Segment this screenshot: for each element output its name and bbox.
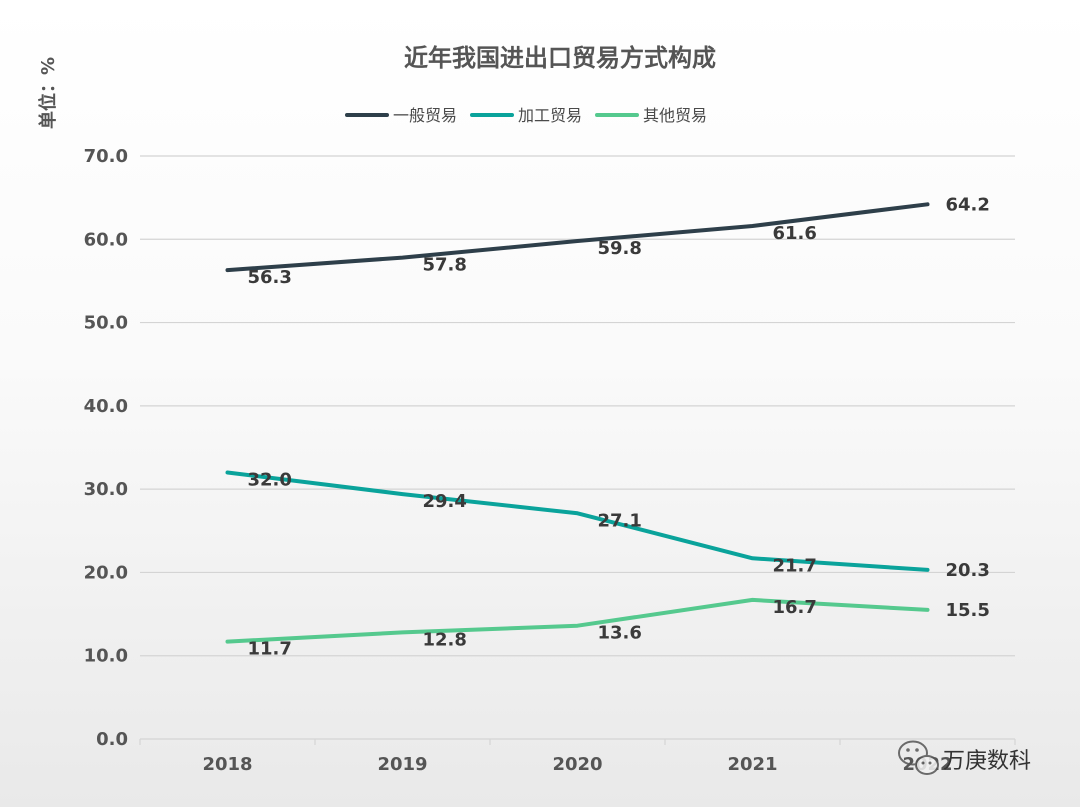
y-tick-label: 60.0	[84, 229, 128, 250]
series-line-0	[225, 202, 930, 273]
data-label: 27.1	[598, 510, 642, 531]
x-tick-label: 2021	[727, 754, 777, 775]
data-label: 20.3	[946, 560, 990, 581]
x-tick-label: 2019	[377, 754, 427, 775]
chart-title: 近年我国进出口贸易方式构成	[404, 44, 716, 72]
data-label: 61.6	[773, 223, 817, 244]
gridlines	[140, 155, 1015, 740]
data-label: 32.0	[248, 469, 292, 490]
series-line-2	[225, 597, 930, 644]
data-label: 56.3	[248, 267, 292, 288]
y-tick-label: 40.0	[84, 396, 128, 417]
y-tick-label: 0.0	[96, 729, 128, 750]
y-tick-label: 30.0	[84, 479, 128, 500]
x-axis-ticks: 20182019202020212022	[139, 739, 1016, 775]
y-tick-label: 20.0	[84, 562, 128, 583]
legend-entry-label: 一般贸易	[393, 106, 457, 125]
data-label: 29.4	[423, 491, 467, 512]
legend: 一般贸易 加工贸易 其他贸易	[345, 106, 707, 125]
data-label: 11.7	[248, 639, 292, 660]
series-lines	[225, 202, 930, 644]
x-tick-label: 2018	[202, 754, 252, 775]
legend-entry-label: 加工贸易	[518, 106, 582, 125]
legend-entry-label: 其他贸易	[643, 106, 707, 125]
wechat-icon	[898, 740, 939, 775]
watermark: 万庚数科	[898, 740, 1031, 775]
data-label: 13.6	[598, 623, 642, 644]
y-tick-label: 50.0	[84, 313, 128, 334]
data-label: 12.8	[423, 629, 467, 650]
x-tick-label: 2020	[552, 754, 602, 775]
data-label: 59.8	[598, 238, 642, 259]
data-label: 21.7	[773, 555, 817, 576]
data-label: 57.8	[423, 255, 467, 276]
data-labels: 56.3 57.8 59.8 61.6 64.2 32.0 29.4 27.1 21.7 20.3…	[248, 194, 990, 659]
y-axis-unit-label: 单位：%	[37, 57, 59, 129]
data-label: 16.7	[773, 597, 817, 618]
data-label: 15.5	[946, 600, 990, 621]
series-line-1	[225, 470, 930, 572]
watermark-text: 万庚数科	[943, 749, 1031, 774]
y-tick-label: 10.0	[84, 646, 128, 667]
y-tick-label: 70.0	[84, 146, 128, 167]
data-label: 64.2	[946, 194, 990, 215]
y-axis-ticks: 0.0 10.0 20.0 30.0 40.0 50.0 60.0 70.0	[84, 146, 128, 750]
